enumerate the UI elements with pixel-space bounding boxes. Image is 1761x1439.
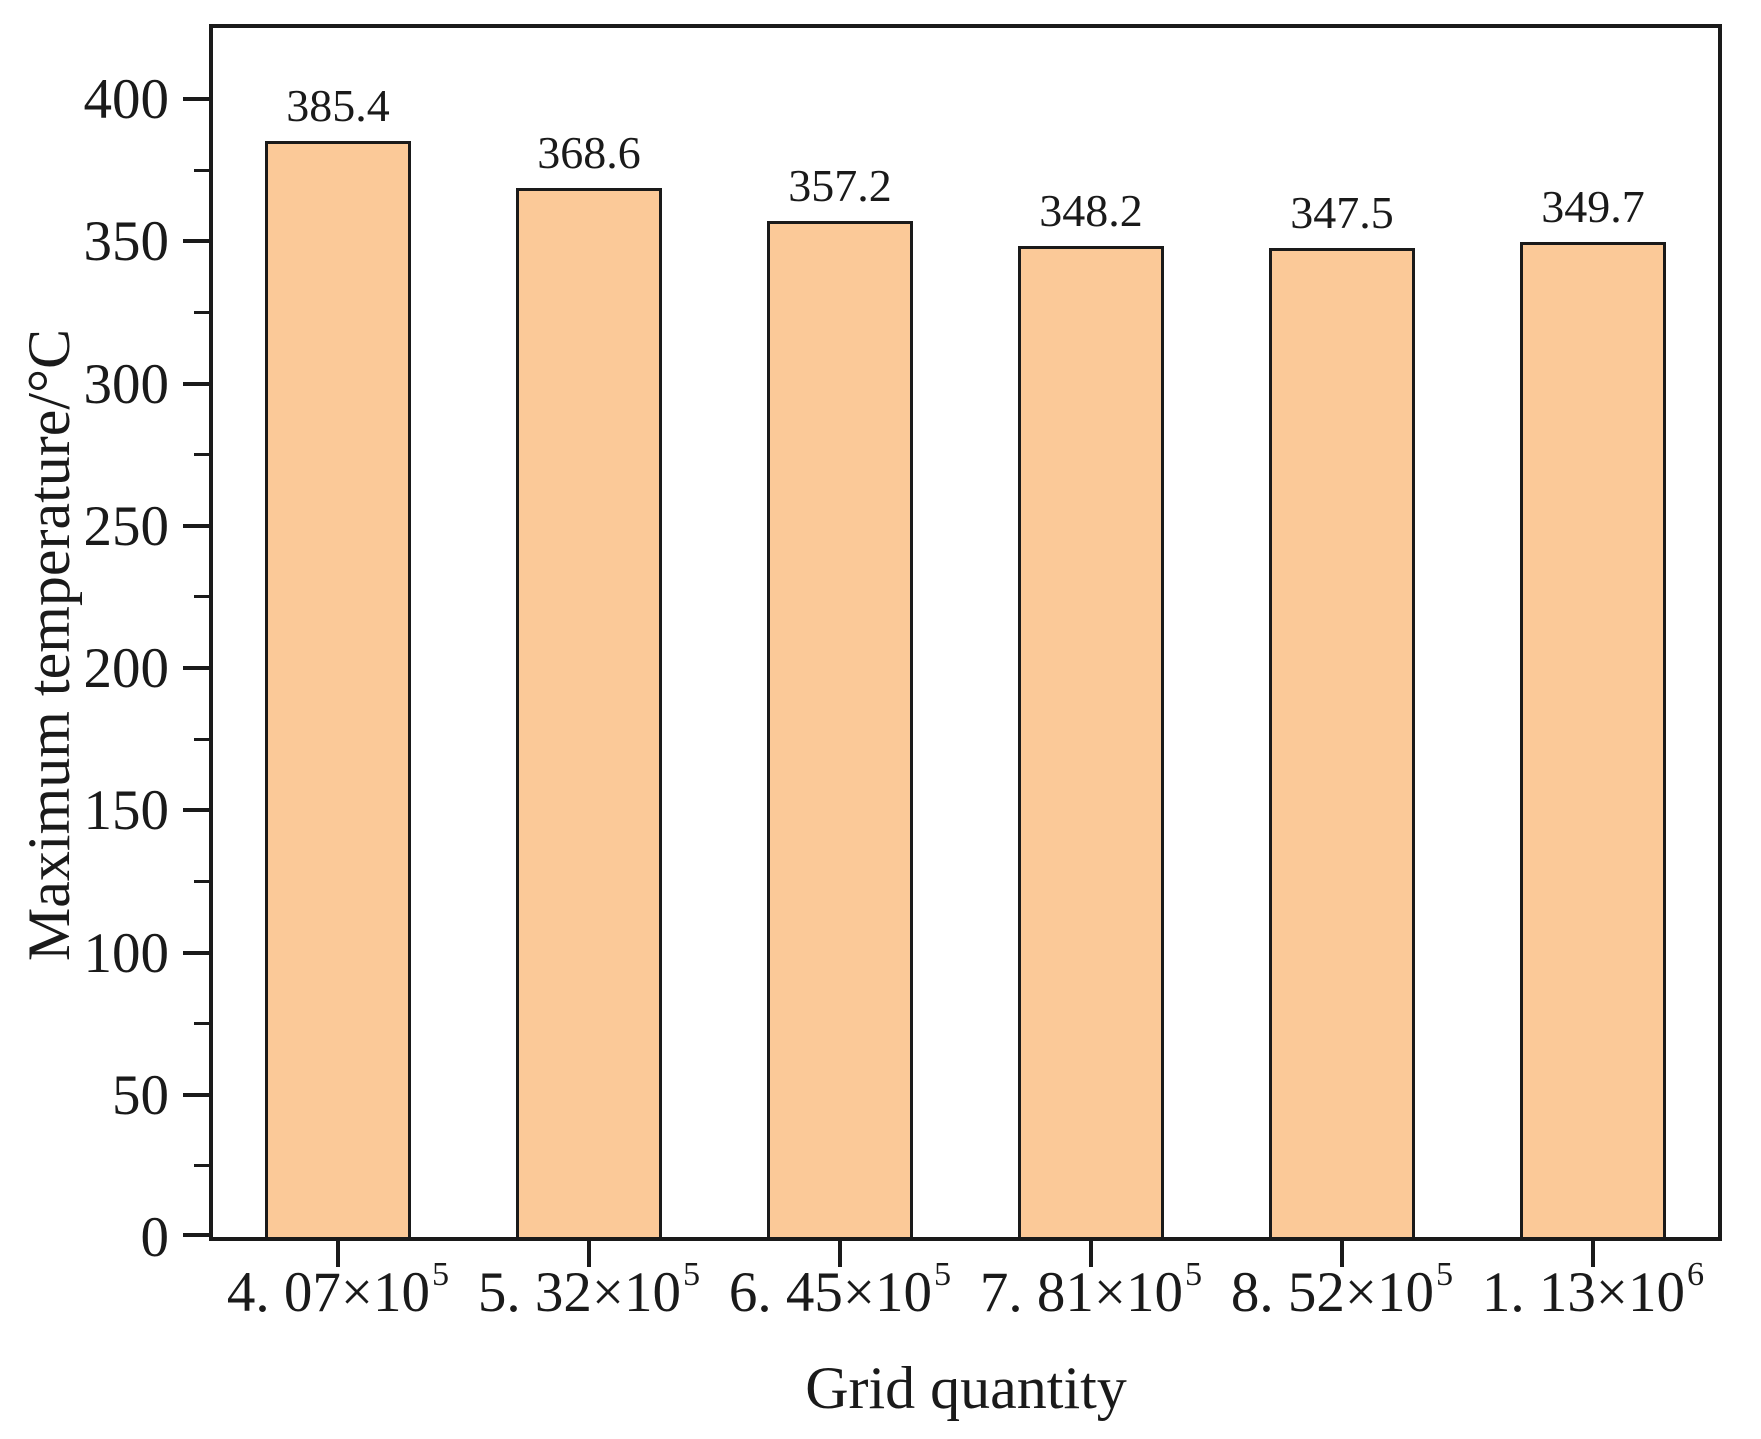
bar (1018, 246, 1164, 1237)
y-tick-label: 250 (83, 495, 170, 558)
x-tick-label-exponent: 5 (1436, 1255, 1454, 1293)
y-axis-minor-tick (194, 1164, 209, 1167)
y-axis-minor-tick (194, 595, 209, 598)
y-tick-label: 150 (83, 779, 170, 842)
x-axis-tick (336, 1241, 340, 1267)
bar-value-label: 357.2 (788, 160, 892, 211)
y-axis-tick (183, 951, 209, 955)
x-tick-label-text: 4. 07×10 (226, 1261, 431, 1324)
y-tick-label: 400 (83, 68, 170, 131)
y-axis-minor-tick (194, 311, 209, 314)
x-tick-label-exponent: 6 (1687, 1255, 1705, 1293)
x-tick-label-exponent: 5 (1185, 1255, 1203, 1293)
y-axis-tick (183, 239, 209, 243)
bar (1269, 248, 1415, 1237)
y-axis-tick (183, 808, 209, 812)
x-axis-tick (1340, 1241, 1344, 1267)
y-tick-label: 100 (83, 922, 170, 985)
y-axis-minor-tick (194, 1022, 209, 1025)
x-tick-label-text: 6. 45×10 (728, 1261, 933, 1324)
x-tick-label-text: 8. 52×10 (1230, 1261, 1435, 1324)
y-tick-label: 200 (83, 637, 170, 700)
y-axis-tick (183, 666, 209, 670)
bar-value-label: 347.5 (1290, 187, 1394, 238)
x-axis-title: Grid quantity (805, 1355, 1127, 1421)
x-tick-label: 4. 07×105 (178, 1257, 498, 1325)
x-tick-label-exponent: 5 (683, 1255, 701, 1293)
bar (516, 188, 662, 1237)
x-tick-label-text: 5. 32×10 (477, 1261, 682, 1324)
y-tick-label: 50 (112, 1064, 169, 1127)
x-tick-label: 5. 32×105 (429, 1257, 749, 1325)
x-tick-label-exponent: 5 (934, 1255, 952, 1293)
y-tick-label: 300 (83, 353, 170, 416)
x-axis-tick (838, 1241, 842, 1267)
x-tick-label: 1. 13×106 (1433, 1257, 1753, 1325)
x-axis-tick (1089, 1241, 1093, 1267)
y-axis-tick (183, 97, 209, 101)
y-axis-minor-tick (194, 453, 209, 456)
bar (265, 141, 411, 1237)
bar (1520, 242, 1666, 1237)
y-axis-minor-tick (194, 738, 209, 741)
bar-value-label: 348.2 (1039, 185, 1143, 236)
bar-value-label: 368.6 (537, 127, 641, 178)
bar (767, 221, 913, 1237)
y-axis-minor-tick (194, 880, 209, 883)
bar-value-label: 349.7 (1541, 181, 1645, 232)
y-axis-tick (183, 1233, 209, 1237)
x-tick-label-text: 7. 81×10 (979, 1261, 1184, 1324)
plot-area: 385.4 4. 07×105 368.6 5. 32×105 357.2 6. 45×1… (84, 24, 1722, 1324)
y-axis-tick (183, 382, 209, 386)
x-tick-label: 7. 81×105 (931, 1257, 1251, 1325)
x-tick-label: 8. 52×105 (1182, 1257, 1502, 1325)
y-axis-tick (183, 524, 209, 528)
y-axis-minor-tick (194, 169, 209, 172)
y-tick-label: 0 (140, 1206, 170, 1269)
y-axis-tick (183, 1093, 209, 1097)
bar-value-label: 385.4 (286, 80, 390, 131)
x-axis-tick (1591, 1241, 1595, 1267)
x-tick-label-exponent: 5 (432, 1255, 450, 1293)
y-tick-label: 350 (83, 210, 170, 273)
x-tick-label-text: 1. 13×10 (1481, 1261, 1686, 1324)
x-tick-label: 6. 45×105 (680, 1257, 1000, 1325)
x-axis-tick (587, 1241, 591, 1267)
